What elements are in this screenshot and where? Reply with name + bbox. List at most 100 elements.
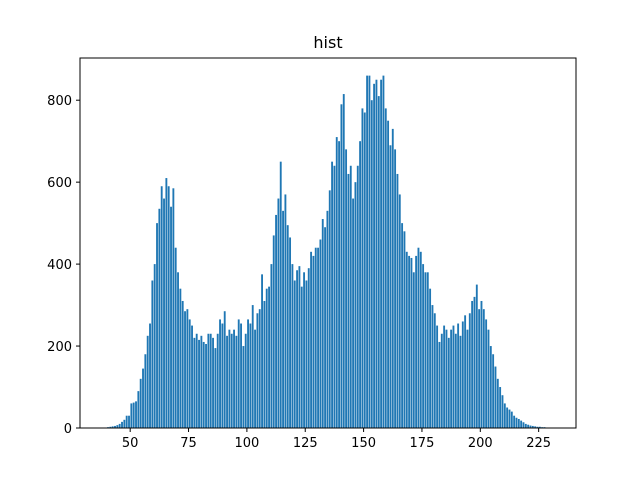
bar xyxy=(139,378,142,428)
bar xyxy=(279,161,282,428)
bar xyxy=(417,247,420,428)
bar xyxy=(172,188,175,428)
bar xyxy=(170,206,172,428)
bar xyxy=(191,325,193,428)
bar xyxy=(293,280,296,428)
bar xyxy=(510,411,513,428)
bar xyxy=(291,264,294,428)
bar xyxy=(445,329,448,428)
bar xyxy=(424,272,427,428)
bar xyxy=(473,296,476,428)
bar xyxy=(321,219,324,428)
x-tick-label: 75 xyxy=(180,436,197,451)
bar xyxy=(482,309,485,428)
bar xyxy=(443,325,446,428)
bar xyxy=(361,108,364,428)
bar xyxy=(382,75,385,428)
bar xyxy=(531,425,534,428)
bar xyxy=(221,323,224,428)
bar xyxy=(237,319,240,428)
bar xyxy=(359,141,362,429)
bar xyxy=(132,402,135,428)
bar xyxy=(153,264,156,428)
x-tick-label: 100 xyxy=(234,436,259,451)
bar xyxy=(284,194,287,428)
bar xyxy=(534,426,537,428)
bar xyxy=(354,182,357,428)
bar xyxy=(305,280,308,428)
bar xyxy=(536,426,539,428)
x-tick-label: 150 xyxy=(351,436,376,451)
bar xyxy=(144,354,147,428)
bar xyxy=(151,280,154,428)
bar xyxy=(214,348,217,428)
bar xyxy=(508,409,511,428)
bar xyxy=(219,319,221,428)
bar xyxy=(412,272,415,428)
bar xyxy=(123,419,126,428)
bar xyxy=(128,415,130,428)
bar xyxy=(300,286,303,428)
bar xyxy=(485,319,488,428)
bar xyxy=(298,266,301,428)
bar xyxy=(452,325,455,428)
bar xyxy=(296,270,299,428)
bar xyxy=(447,337,450,428)
x-tick-label: 175 xyxy=(410,436,435,451)
bar xyxy=(419,251,422,428)
bar xyxy=(499,387,502,428)
bar xyxy=(275,214,277,428)
bar xyxy=(426,272,429,428)
x-tick-label: 50 xyxy=(122,436,139,451)
bar xyxy=(198,339,200,428)
bar xyxy=(338,141,341,429)
bar xyxy=(268,286,270,428)
bar xyxy=(184,311,186,428)
bar xyxy=(200,335,203,428)
bar xyxy=(457,323,460,428)
bar xyxy=(478,309,481,428)
bar xyxy=(396,173,399,428)
bar xyxy=(121,421,123,428)
bar xyxy=(111,426,114,428)
bar xyxy=(377,96,380,428)
bar xyxy=(142,368,144,428)
bar xyxy=(438,341,441,428)
bar xyxy=(410,257,413,428)
bar xyxy=(256,313,259,428)
bar xyxy=(156,223,158,428)
bar xyxy=(228,329,231,428)
bar xyxy=(368,75,371,428)
bar xyxy=(492,354,495,428)
bar xyxy=(529,425,532,428)
bar xyxy=(349,165,352,429)
bar xyxy=(468,313,471,428)
bar xyxy=(340,104,343,429)
bar xyxy=(202,341,205,428)
bar xyxy=(282,210,285,428)
bar xyxy=(261,274,263,428)
bar xyxy=(195,333,198,428)
bar xyxy=(216,333,219,428)
bar xyxy=(517,418,520,428)
bar xyxy=(116,425,119,428)
bar xyxy=(373,83,376,428)
bar xyxy=(352,198,355,428)
bar xyxy=(501,395,504,428)
bar xyxy=(480,300,483,428)
bar xyxy=(146,335,149,428)
bar xyxy=(235,335,238,428)
bar xyxy=(387,120,390,428)
bar xyxy=(167,186,170,428)
bar xyxy=(319,239,322,428)
bar xyxy=(524,423,527,428)
bar xyxy=(272,235,275,428)
bar xyxy=(347,173,350,428)
bar xyxy=(436,325,439,428)
bar xyxy=(459,335,462,428)
bar xyxy=(193,337,196,428)
bar xyxy=(331,161,334,428)
bar xyxy=(174,247,177,428)
y-tick-label: 400 xyxy=(47,258,72,273)
bar xyxy=(356,165,359,429)
